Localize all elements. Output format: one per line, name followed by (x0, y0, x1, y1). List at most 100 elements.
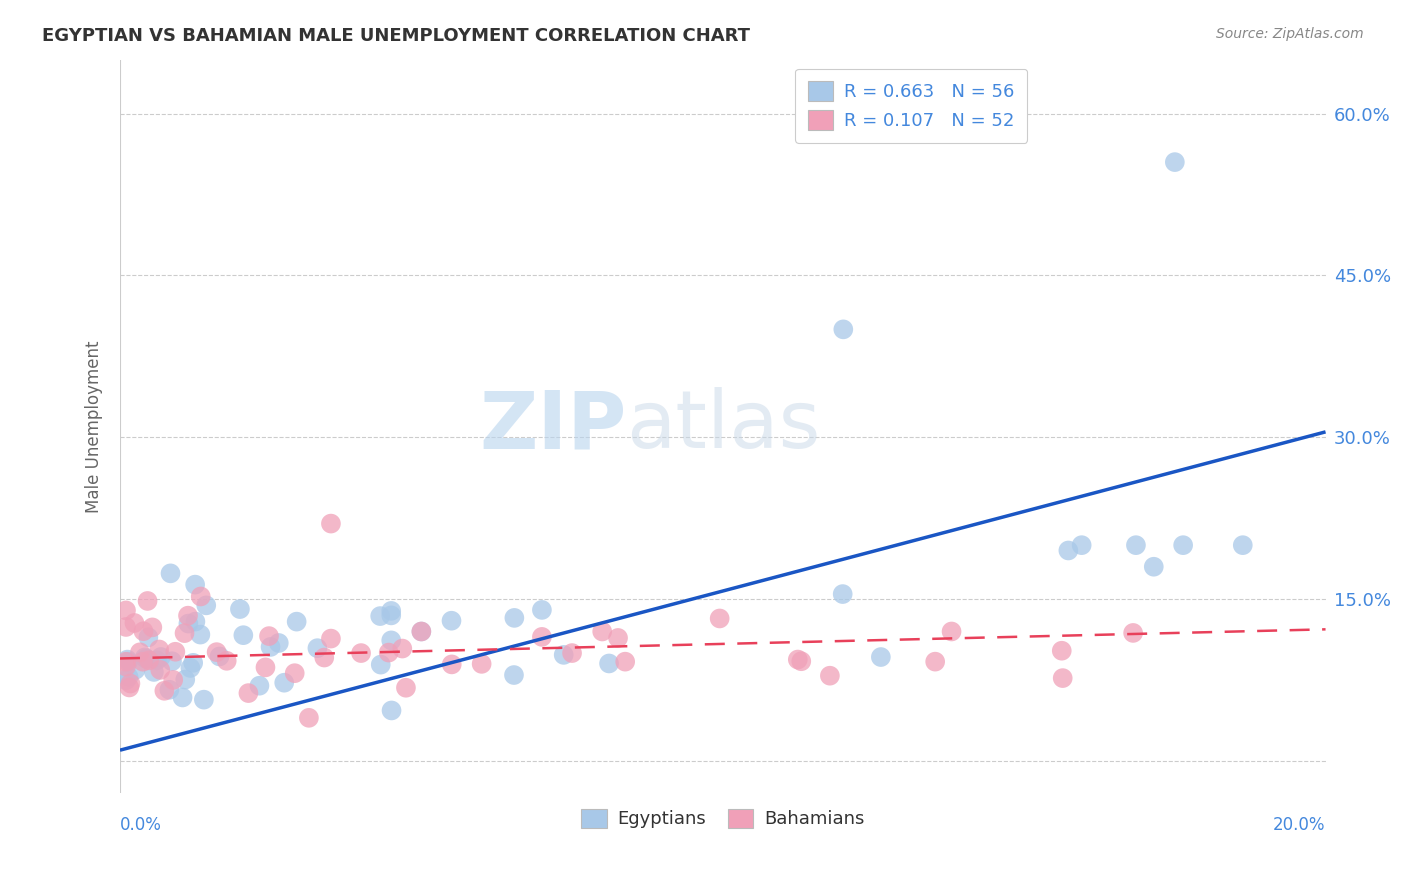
Point (1052, 671, 1074, 685)
Point (141, 620, 163, 634)
Point (162, 673, 184, 687)
Point (391, 641, 413, 656)
Point (190, 627, 212, 641)
Point (135, 652, 157, 666)
Point (132, 655, 155, 669)
Point (184, 615, 207, 629)
Point (924, 655, 946, 669)
Point (411, 624, 433, 639)
Point (273, 675, 295, 690)
Point (120, 676, 142, 690)
Point (172, 690, 194, 705)
Point (411, 624, 433, 639)
Point (208, 649, 231, 664)
Point (177, 608, 200, 623)
Point (195, 599, 218, 613)
Point (193, 692, 215, 706)
Point (298, 711, 321, 725)
Point (709, 611, 731, 625)
Point (530, 603, 553, 617)
Point (160, 654, 183, 668)
Point (350, 646, 373, 660)
Point (370, 657, 392, 672)
Point (285, 615, 308, 629)
Point (254, 660, 277, 674)
Point (115, 659, 138, 673)
Point (173, 626, 195, 640)
Point (607, 631, 630, 645)
Point (284, 666, 307, 681)
Point (238, 686, 260, 700)
Point (149, 650, 172, 665)
Point (380, 633, 402, 648)
Point (146, 653, 169, 667)
Point (115, 673, 138, 688)
Point (115, 655, 138, 669)
Point (190, 590, 212, 604)
Point (440, 657, 463, 672)
Point (319, 516, 342, 531)
Text: EGYPTIAN VS BAHAMIAN MALE UNEMPLOYMENT CORRELATION CHART: EGYPTIAN VS BAHAMIAN MALE UNEMPLOYMENT C… (42, 27, 751, 45)
Point (591, 624, 613, 639)
Point (614, 655, 637, 669)
Point (138, 653, 160, 667)
Point (1122, 626, 1144, 640)
Text: 20.0%: 20.0% (1272, 815, 1326, 834)
Point (314, 650, 336, 665)
Point (148, 642, 170, 657)
Point (561, 646, 583, 660)
Point (307, 641, 329, 656)
Point (1050, 644, 1073, 658)
Point (440, 614, 463, 628)
Point (115, 620, 138, 634)
Text: Source: ZipAtlas.com: Source: ZipAtlas.com (1216, 27, 1364, 41)
Point (205, 645, 228, 659)
Point (1070, 538, 1092, 552)
Point (229, 602, 252, 616)
Point (174, 673, 197, 687)
Point (267, 636, 290, 650)
Point (377, 646, 399, 660)
Point (1057, 543, 1080, 558)
Point (870, 650, 893, 665)
Point (232, 628, 254, 642)
Point (142, 665, 165, 679)
Point (124, 663, 146, 677)
Point (117, 670, 139, 684)
Point (395, 681, 418, 695)
Point (786, 652, 808, 666)
Point (831, 587, 853, 601)
Point (117, 655, 139, 669)
Point (530, 630, 553, 644)
Point (1232, 538, 1254, 552)
Point (157, 682, 180, 697)
Point (134, 650, 156, 665)
Point (259, 640, 281, 654)
Point (598, 657, 620, 671)
Point (124, 615, 146, 630)
Point (153, 683, 176, 698)
Point (159, 566, 181, 581)
Point (149, 663, 172, 677)
Text: atlas: atlas (626, 387, 821, 466)
Point (257, 629, 280, 643)
Point (215, 654, 238, 668)
Point (184, 577, 207, 591)
Point (179, 661, 201, 675)
Point (1164, 155, 1187, 169)
Text: 0.0%: 0.0% (120, 815, 162, 834)
Point (165, 645, 187, 659)
Point (1171, 538, 1194, 552)
Point (117, 652, 139, 666)
Point (1143, 559, 1166, 574)
Point (380, 608, 402, 623)
Point (181, 656, 204, 670)
Point (790, 654, 813, 668)
Point (380, 703, 402, 717)
Point (129, 645, 152, 659)
Legend: Egyptians, Bahamians: Egyptians, Bahamians (574, 801, 872, 836)
Point (471, 657, 494, 671)
Point (380, 604, 402, 618)
Point (503, 611, 526, 625)
Point (132, 624, 155, 639)
